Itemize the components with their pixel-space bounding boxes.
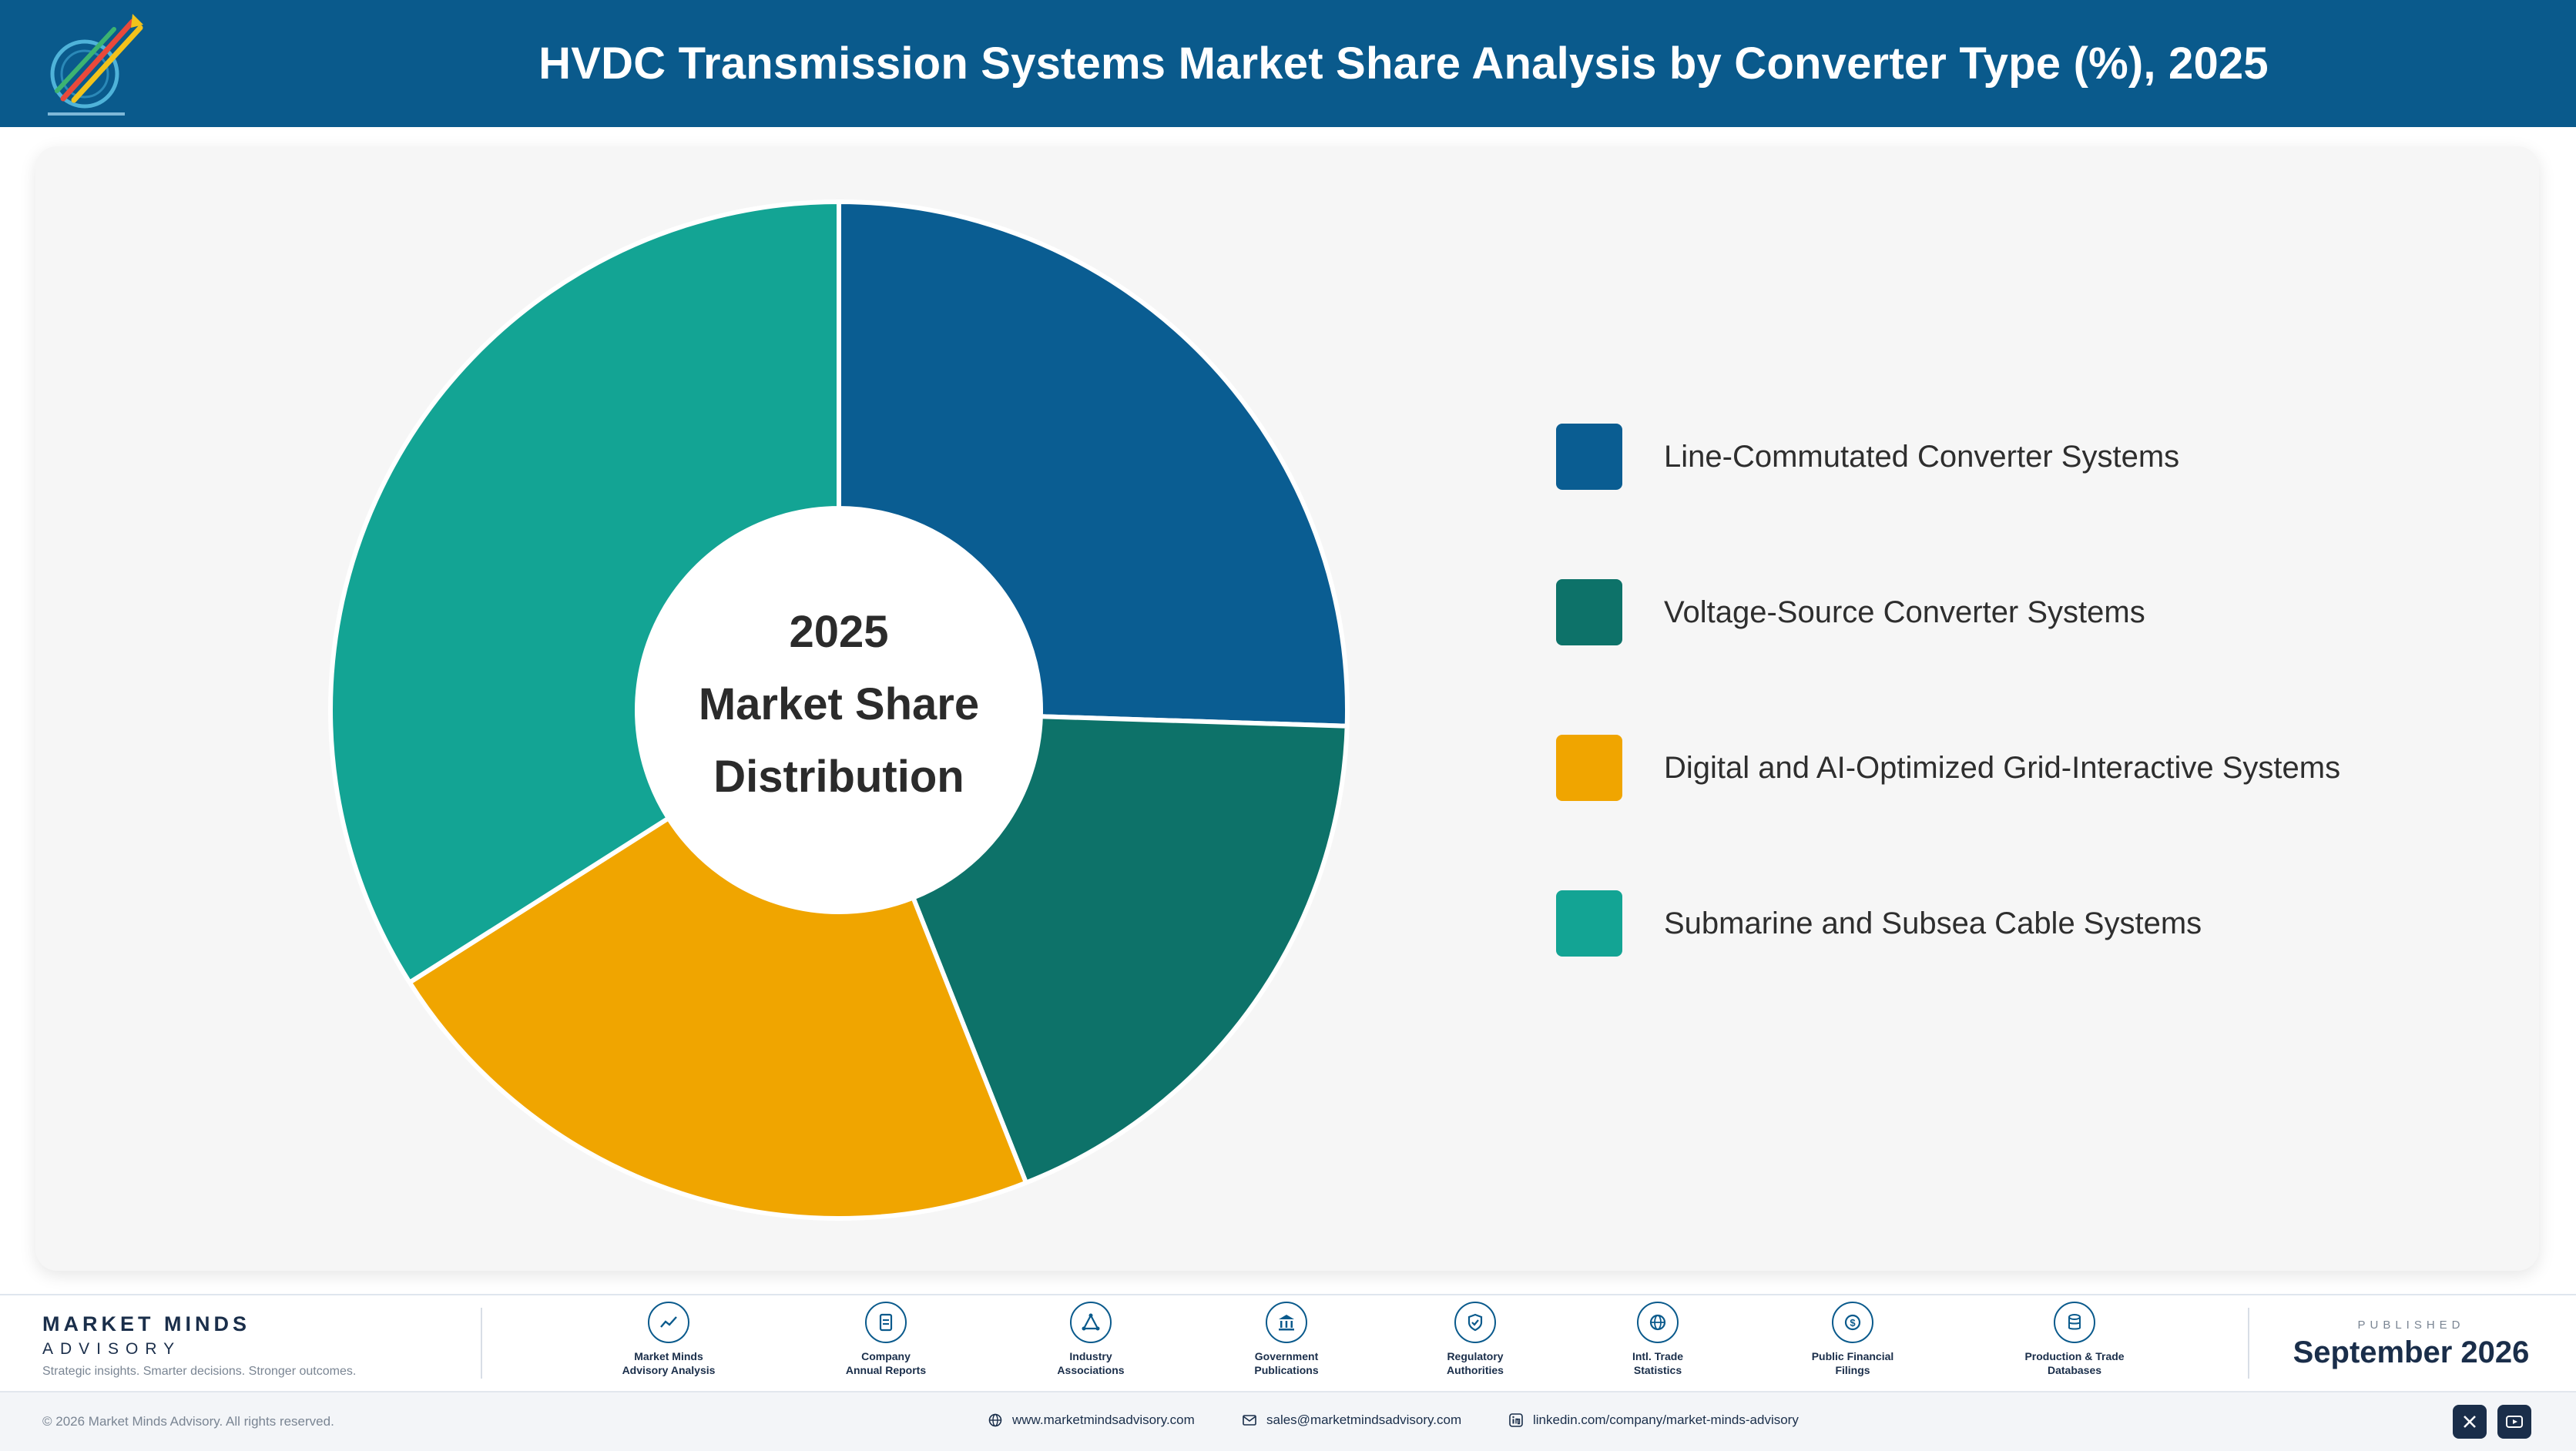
source-label-line2: Statistics xyxy=(1633,1364,1682,1376)
source-label-line1: Regulatory xyxy=(1447,1350,1504,1362)
center-label-year: 2025 xyxy=(789,607,889,657)
legend-swatch xyxy=(1556,579,1622,645)
document-icon xyxy=(865,1302,907,1343)
linkedin-url: linkedin.com/company/market-minds-adviso… xyxy=(1533,1412,1799,1427)
source-label-line2: Databases xyxy=(2047,1364,2102,1376)
copyright-text: © 2026 Market Minds Advisory. All rights… xyxy=(42,1414,334,1429)
x-social-button[interactable] xyxy=(2453,1405,2487,1439)
source-label-line1: Company xyxy=(861,1350,911,1362)
chart-card: 2025 Market Share Distribution Line-Comm… xyxy=(35,146,2539,1271)
legend-swatch xyxy=(1556,424,1622,490)
source-label-line2: Associations xyxy=(1057,1364,1125,1376)
network-icon xyxy=(1070,1302,1112,1343)
government-building-icon xyxy=(1266,1302,1307,1343)
website-link[interactable]: www.marketmindsadvisory.com xyxy=(988,1412,1195,1428)
source-industry-associations[interactable]: Industry Associations xyxy=(1006,1302,1176,1377)
source-public-financial-filings[interactable]: $ Public Financial Filings xyxy=(1768,1302,1937,1377)
mail-icon xyxy=(1243,1415,1256,1426)
globe-icon xyxy=(988,1413,1002,1427)
source-label-line2: Publications xyxy=(1254,1364,1319,1376)
legend-item-vsc[interactable]: Voltage-Source Converter Systems xyxy=(1556,579,2340,645)
footer-contact-bar: © 2026 Market Minds Advisory. All rights… xyxy=(0,1391,2576,1451)
globe-icon xyxy=(1637,1302,1679,1343)
donut-center-label: 2025 Market Share Distribution xyxy=(623,578,1055,832)
published-label: PUBLISHED xyxy=(2357,1319,2465,1332)
donut-hole xyxy=(637,508,1041,912)
page-title: HVDC Transmission Systems Market Share A… xyxy=(538,39,2269,89)
source-production-trade-databases[interactable]: Production & Trade Databases xyxy=(1990,1302,2159,1377)
source-company-annual-reports[interactable]: Company Annual Reports xyxy=(801,1302,971,1377)
website-url: www.marketmindsadvisory.com xyxy=(1012,1412,1195,1427)
email-link[interactable]: sales@marketmindsadvisory.com xyxy=(1242,1412,1461,1428)
legend-label: Line-Commutated Converter Systems xyxy=(1664,439,2180,474)
slice-submarine[interactable] xyxy=(328,199,841,985)
footer-sources-bar: MARKET MINDS ADVISORY Strategic insights… xyxy=(0,1294,2576,1391)
donut-chart xyxy=(328,199,1350,1221)
published-date: September 2026 xyxy=(2293,1335,2530,1369)
x-icon xyxy=(2464,1416,2476,1428)
shield-check-icon xyxy=(1454,1302,1496,1343)
brand-subtitle: ADVISORY xyxy=(42,1340,182,1358)
legend-label: Voltage-Source Converter Systems xyxy=(1664,595,2145,629)
database-icon xyxy=(2054,1302,2095,1343)
footer-divider xyxy=(481,1308,482,1379)
market-minds-logo[interactable] xyxy=(40,8,148,122)
legend-item-lcc[interactable]: Line-Commutated Converter Systems xyxy=(1556,424,2340,490)
source-government-publications[interactable]: Government Publications xyxy=(1202,1302,1371,1377)
legend-swatch xyxy=(1556,735,1622,801)
data-sources: Market Minds Advisory Analysis Company Ann… xyxy=(493,1302,2211,1388)
brand-name: MARKET MINDS xyxy=(42,1312,250,1335)
source-intl-trade-statistics[interactable]: Intl. Trade Statistics xyxy=(1573,1302,1742,1377)
youtube-icon xyxy=(2506,1416,2523,1428)
trend-line-icon xyxy=(648,1302,689,1343)
brand-tagline: Strategic insights. Smarter decisions. S… xyxy=(42,1365,357,1378)
page-header: HVDC Transmission Systems Market Share A… xyxy=(0,0,2576,127)
source-label-line1: Market Minds xyxy=(634,1350,703,1362)
source-label-line2: Filings xyxy=(1835,1364,1870,1376)
linkedin-link[interactable]: linkedin.com/company/market-minds-adviso… xyxy=(1508,1412,1799,1428)
svg-text:$: $ xyxy=(1850,1317,1856,1329)
email-address: sales@marketmindsadvisory.com xyxy=(1266,1412,1462,1427)
source-label-line1: Industry xyxy=(1069,1350,1112,1362)
source-label-line1: Intl. Trade xyxy=(1632,1350,1684,1362)
source-label-line2: Authorities xyxy=(1447,1364,1504,1376)
source-market-minds-analysis[interactable]: Market Minds Advisory Analysis xyxy=(584,1302,753,1377)
source-regulatory-authorities[interactable]: Regulatory Authorities xyxy=(1390,1302,1560,1377)
chart-legend: Line-Commutated Converter Systems Voltag… xyxy=(1556,424,2340,1046)
center-label-line3: Distribution xyxy=(713,752,964,802)
legend-item-digital-ai[interactable]: Digital and AI-Optimized Grid-Interactiv… xyxy=(1556,735,2340,801)
source-label-line1: Public Financial xyxy=(1811,1350,1894,1362)
linkedin-icon xyxy=(1509,1413,1523,1427)
source-label-line2: Annual Reports xyxy=(845,1364,927,1376)
footer-divider xyxy=(2248,1308,2249,1379)
source-label-line1: Government xyxy=(1254,1350,1319,1362)
legend-item-submarine[interactable]: Submarine and Subsea Cable Systems xyxy=(1556,890,2340,957)
youtube-social-button[interactable] xyxy=(2497,1405,2531,1439)
legend-label: Digital and AI-Optimized Grid-Interactiv… xyxy=(1664,750,2341,785)
legend-swatch xyxy=(1556,890,1622,957)
currency-icon: $ xyxy=(1832,1302,1873,1343)
legend-label: Submarine and Subsea Cable Systems xyxy=(1664,906,2202,940)
source-label-line1: Production & Trade xyxy=(2024,1350,2125,1362)
center-label-line2: Market Share xyxy=(698,679,980,729)
source-label-line2: Advisory Analysis xyxy=(622,1364,716,1376)
